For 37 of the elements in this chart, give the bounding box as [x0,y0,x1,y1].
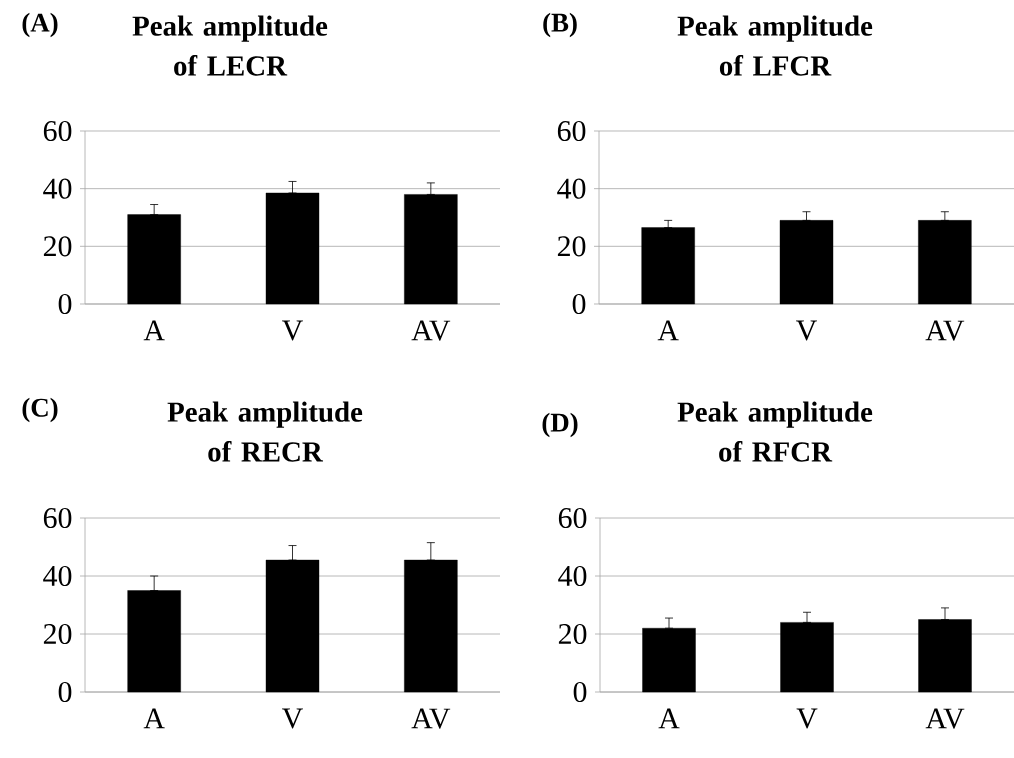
x-tick-label: A [658,708,680,729]
y-tick-label: 0 [572,293,586,315]
text: (D) [542,412,578,438]
y-tick-label: 60 [43,120,72,142]
x-tick-label: V [282,708,303,729]
chart-title: Peak amplitude of LFCR [677,15,873,76]
bar [265,192,320,305]
x-tick-label: AV [925,320,965,341]
y-tick-label: 40 [43,178,72,199]
y-tick-label: 60 [558,507,587,529]
x-tick-label: V [796,708,818,729]
y-tick-label: 60 [43,507,72,529]
x-tick-label: AV [925,708,965,729]
x-tick-label: AV [411,708,451,729]
text: (A) [22,12,58,38]
y-tick-label: 0 [573,681,587,703]
x-tick-label: AV [411,320,451,341]
chart-title: Peak amplitude of RECR [167,401,363,462]
x-tick-label: V [282,320,303,341]
text: (B) [543,12,577,38]
y-tick-label: 60 [557,120,586,142]
x-tick-label: A [657,320,679,341]
y-tick-label: 0 [58,681,72,703]
x-tick-label: A [143,320,165,341]
text: (C) [22,397,58,423]
y-tick-label: 40 [558,565,587,587]
y-tick-label: 0 [58,293,72,315]
y-tick-label: 20 [43,236,72,257]
y-tick-label: 40 [43,565,72,587]
y-tick-label: 20 [558,623,587,645]
y-tick-label: 20 [43,623,72,645]
y-tick-label: 20 [557,236,586,257]
x-tick-label: A [143,708,165,729]
chart-title: Peak amplitude of LECR [132,15,328,76]
chart-title: Peak amplitude of RFCR [677,401,873,462]
x-tick-label: V [796,320,817,341]
y-tick-label: 40 [557,178,586,199]
